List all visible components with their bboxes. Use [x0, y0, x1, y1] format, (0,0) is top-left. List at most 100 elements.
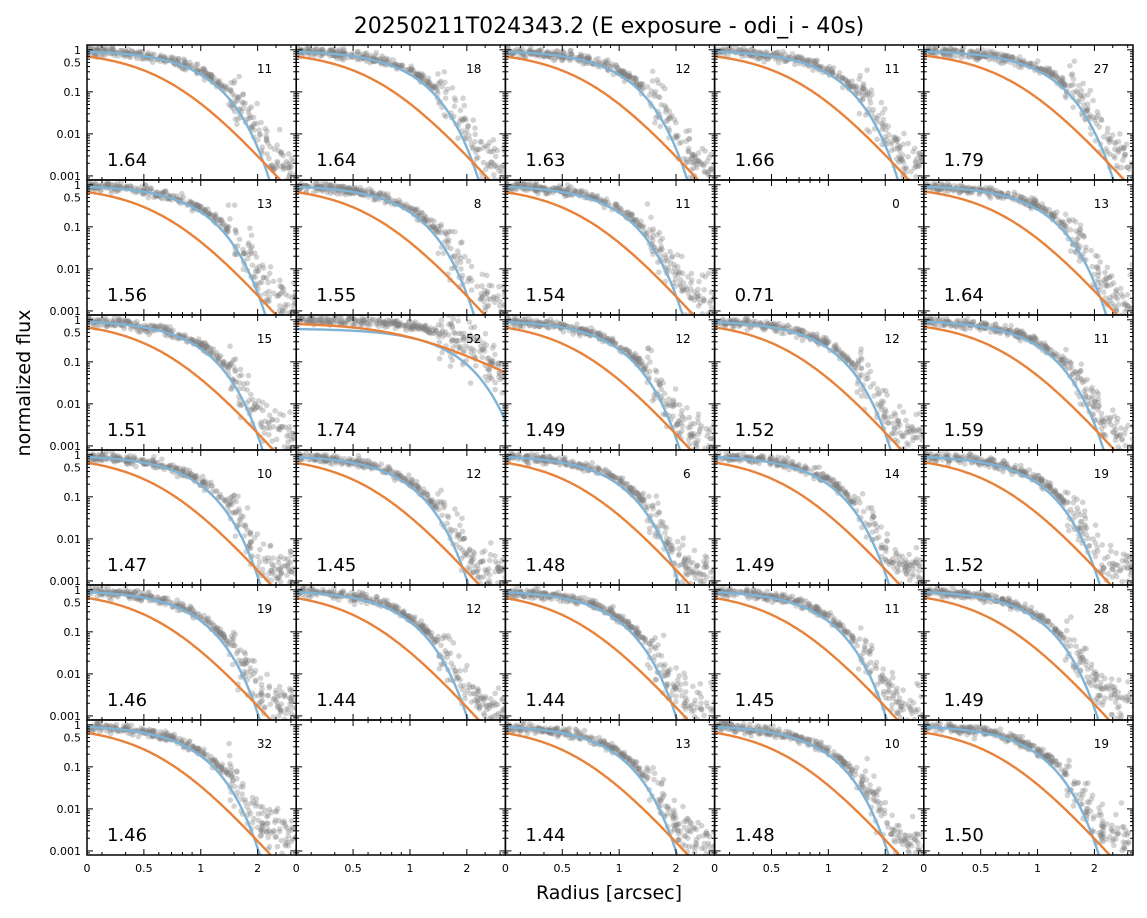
data-point — [320, 46, 326, 53]
data-point — [410, 206, 416, 212]
data-point — [285, 160, 291, 167]
data-point — [172, 56, 179, 62]
data-point — [913, 173, 919, 180]
data-point — [479, 294, 486, 301]
data-point — [667, 260, 674, 266]
data-point — [615, 65, 621, 71]
data-point — [188, 199, 195, 205]
data-point — [412, 71, 419, 77]
y-axis-label: normalized flux — [13, 310, 35, 457]
data-point — [336, 48, 343, 55]
data-point — [280, 162, 287, 168]
data-point — [780, 48, 786, 55]
data-point — [409, 66, 415, 72]
data-point — [648, 214, 654, 221]
data-point — [482, 330, 489, 337]
data-point — [805, 57, 812, 63]
data-point — [1073, 88, 1080, 94]
data-point — [679, 288, 685, 295]
data-point — [399, 63, 405, 69]
data-point — [699, 311, 706, 315]
data-point — [273, 162, 280, 169]
data-point — [311, 52, 318, 59]
data-point — [223, 84, 230, 90]
data-point — [416, 73, 423, 79]
data-point — [628, 212, 634, 219]
data-point — [656, 269, 662, 276]
data-point — [410, 323, 416, 330]
data-point — [277, 411, 283, 417]
data-point — [980, 47, 986, 53]
data-point — [224, 225, 230, 232]
data-point — [426, 217, 432, 223]
data-point — [482, 304, 488, 311]
data-point — [266, 432, 272, 438]
data-point — [858, 85, 865, 91]
data-point — [242, 250, 248, 257]
data-point — [696, 278, 702, 285]
data-point — [465, 123, 472, 129]
data-point — [1022, 196, 1029, 202]
data-point — [1100, 289, 1107, 295]
data-point — [946, 53, 953, 59]
data-point — [242, 100, 248, 106]
data-point — [631, 74, 638, 81]
data-point — [425, 329, 431, 336]
data-point — [263, 133, 269, 139]
data-point — [625, 209, 632, 216]
data-point — [1083, 108, 1090, 114]
data-point — [862, 91, 869, 98]
data-point — [458, 255, 464, 262]
data-point — [208, 212, 214, 219]
data-point — [614, 201, 620, 208]
data-point — [227, 87, 233, 93]
data-point — [125, 46, 132, 53]
data-point — [105, 181, 111, 188]
data-point — [1092, 252, 1099, 259]
data-point — [162, 53, 168, 60]
data-point — [947, 45, 954, 51]
data-point — [240, 246, 246, 253]
gaussian-fit-line — [923, 50, 1115, 180]
data-point — [1076, 82, 1082, 89]
data-point — [948, 46, 954, 52]
data-point — [149, 59, 156, 66]
data-point — [925, 152, 931, 158]
data-point — [538, 46, 545, 53]
data-point — [1060, 220, 1067, 226]
y-tick-label: 0.001 — [50, 305, 82, 318]
data-point — [266, 270, 273, 277]
data-point — [808, 59, 815, 66]
data-point — [377, 191, 384, 198]
data-point — [864, 92, 871, 98]
data-point — [781, 58, 787, 64]
data-point — [457, 107, 464, 114]
data-point — [1115, 146, 1121, 152]
data-point — [674, 135, 680, 141]
data-point — [896, 145, 903, 151]
data-point — [706, 154, 712, 161]
data-point — [579, 187, 585, 194]
data-point — [1069, 71, 1076, 77]
data-point — [919, 157, 924, 164]
data-point — [513, 180, 520, 186]
psf-panel: 1.66 11 — [713, 44, 931, 181]
data-point — [202, 206, 208, 213]
data-point — [430, 223, 437, 230]
data-point — [609, 61, 615, 67]
data-point — [396, 62, 403, 69]
data-point — [866, 90, 872, 97]
gaussian-fit-line — [296, 185, 476, 315]
data-point — [1118, 164, 1125, 171]
data-point — [1103, 282, 1110, 288]
data-point — [644, 201, 651, 207]
data-point — [656, 94, 663, 101]
data-point — [219, 221, 226, 228]
data-point — [287, 409, 293, 416]
data-point — [916, 150, 922, 157]
data-point — [266, 288, 272, 295]
data-point — [339, 183, 346, 190]
star-count-label: 12 — [675, 62, 690, 76]
data-point — [408, 67, 414, 73]
data-point — [721, 45, 727, 52]
